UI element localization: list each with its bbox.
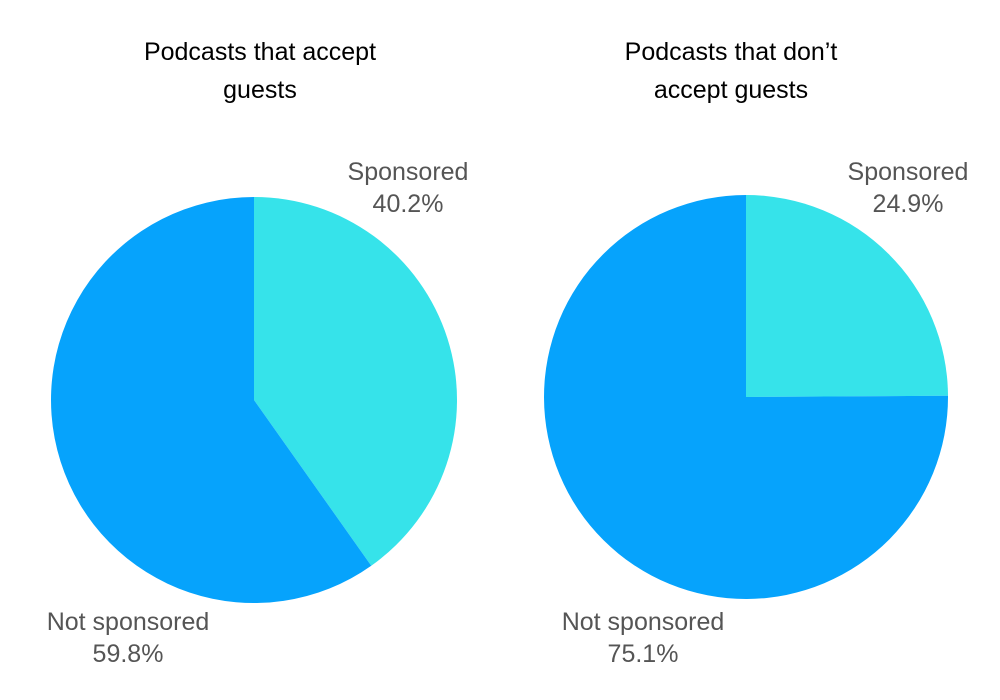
slice-value-not-sponsored: 59.8% [93,640,164,668]
chart-title-line-2: guests [223,76,297,104]
slice-value-sponsored: 24.9% [873,190,944,218]
chart-title-line-2: accept guests [654,76,808,104]
pie-chart-accept-guests: Podcasts that accept guests Sponsored 40… [47,38,469,668]
chart-title-line-1: Podcasts that don’t [625,38,838,66]
slice-label-sponsored: Sponsored [848,158,969,186]
pie-slice-not-sponsored [51,197,372,603]
slice-label-not-sponsored: Not sponsored [47,608,210,636]
slice-label-not-sponsored: Not sponsored [562,608,725,636]
pie-slice-sponsored [746,195,948,397]
slice-value-not-sponsored: 75.1% [608,640,679,668]
pie-slice-sponsored [254,197,458,566]
chart-title-line-1: Podcasts that accept [144,38,376,66]
slice-label-sponsored: Sponsored [348,158,469,186]
slice-value-sponsored: 40.2% [373,190,444,218]
pie-slice-not-sponsored [544,195,949,599]
pie-chart-dont-accept-guests: Podcasts that don’t accept guests Sponso… [544,38,968,668]
